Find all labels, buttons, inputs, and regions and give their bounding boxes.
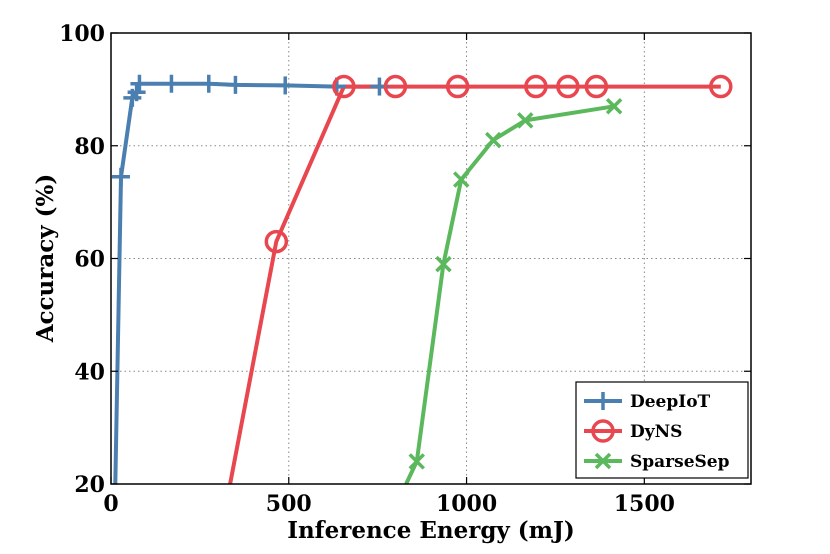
data-point-dyns <box>264 229 289 254</box>
y-tick-label: 20 <box>74 472 105 498</box>
data-point-deepiot <box>199 74 218 93</box>
legend-label: DyNS <box>630 422 682 442</box>
data-point-dyns <box>709 74 733 99</box>
data-point-dyns <box>445 74 470 99</box>
x-tick-label: 1000 <box>436 491 497 517</box>
data-point-dyns <box>383 74 408 99</box>
marker-group <box>111 74 733 470</box>
data-point-sparsesep <box>435 255 452 273</box>
x-axis-label: Inference Energy (mJ) <box>287 517 575 544</box>
data-point-sparsesep <box>452 171 470 188</box>
legend: DeepIoT DyNS SparseSep <box>575 381 749 479</box>
legend-marker <box>594 452 612 470</box>
legend-label: SparseSep <box>630 452 730 472</box>
data-point-deepiot <box>130 74 149 93</box>
legend-marker <box>594 392 612 410</box>
data-point-dyns <box>524 74 548 99</box>
x-tick-label: 500 <box>266 491 312 517</box>
data-point-sparsesep <box>605 98 623 115</box>
y-tick-label: 40 <box>74 359 105 385</box>
data-point-deepiot <box>127 83 146 102</box>
legend-marker <box>591 419 615 443</box>
data-point-dyns <box>332 74 356 99</box>
data-point-dyns <box>556 74 580 99</box>
data-point-sparsesep <box>484 131 502 149</box>
data-point-sparsesep <box>408 453 426 470</box>
y-tick-label: 60 <box>74 247 105 273</box>
y-axis-label: Accuracy (%) <box>32 174 59 344</box>
grid <box>111 33 751 484</box>
data-point-deepiot <box>111 167 130 186</box>
data-point-deepiot <box>276 76 295 95</box>
data-point-dyns <box>584 74 609 99</box>
x-tick-label: 0 <box>103 491 118 517</box>
data-point-deepiot <box>226 75 245 94</box>
y-tick-label: 80 <box>74 134 105 160</box>
data-point-deepiot <box>162 74 181 93</box>
legend-label: DeepIoT <box>630 392 711 412</box>
x-tick-label: 1500 <box>614 491 675 517</box>
y-tick-label: 100 <box>59 21 105 47</box>
data-point-sparsesep <box>516 112 534 129</box>
